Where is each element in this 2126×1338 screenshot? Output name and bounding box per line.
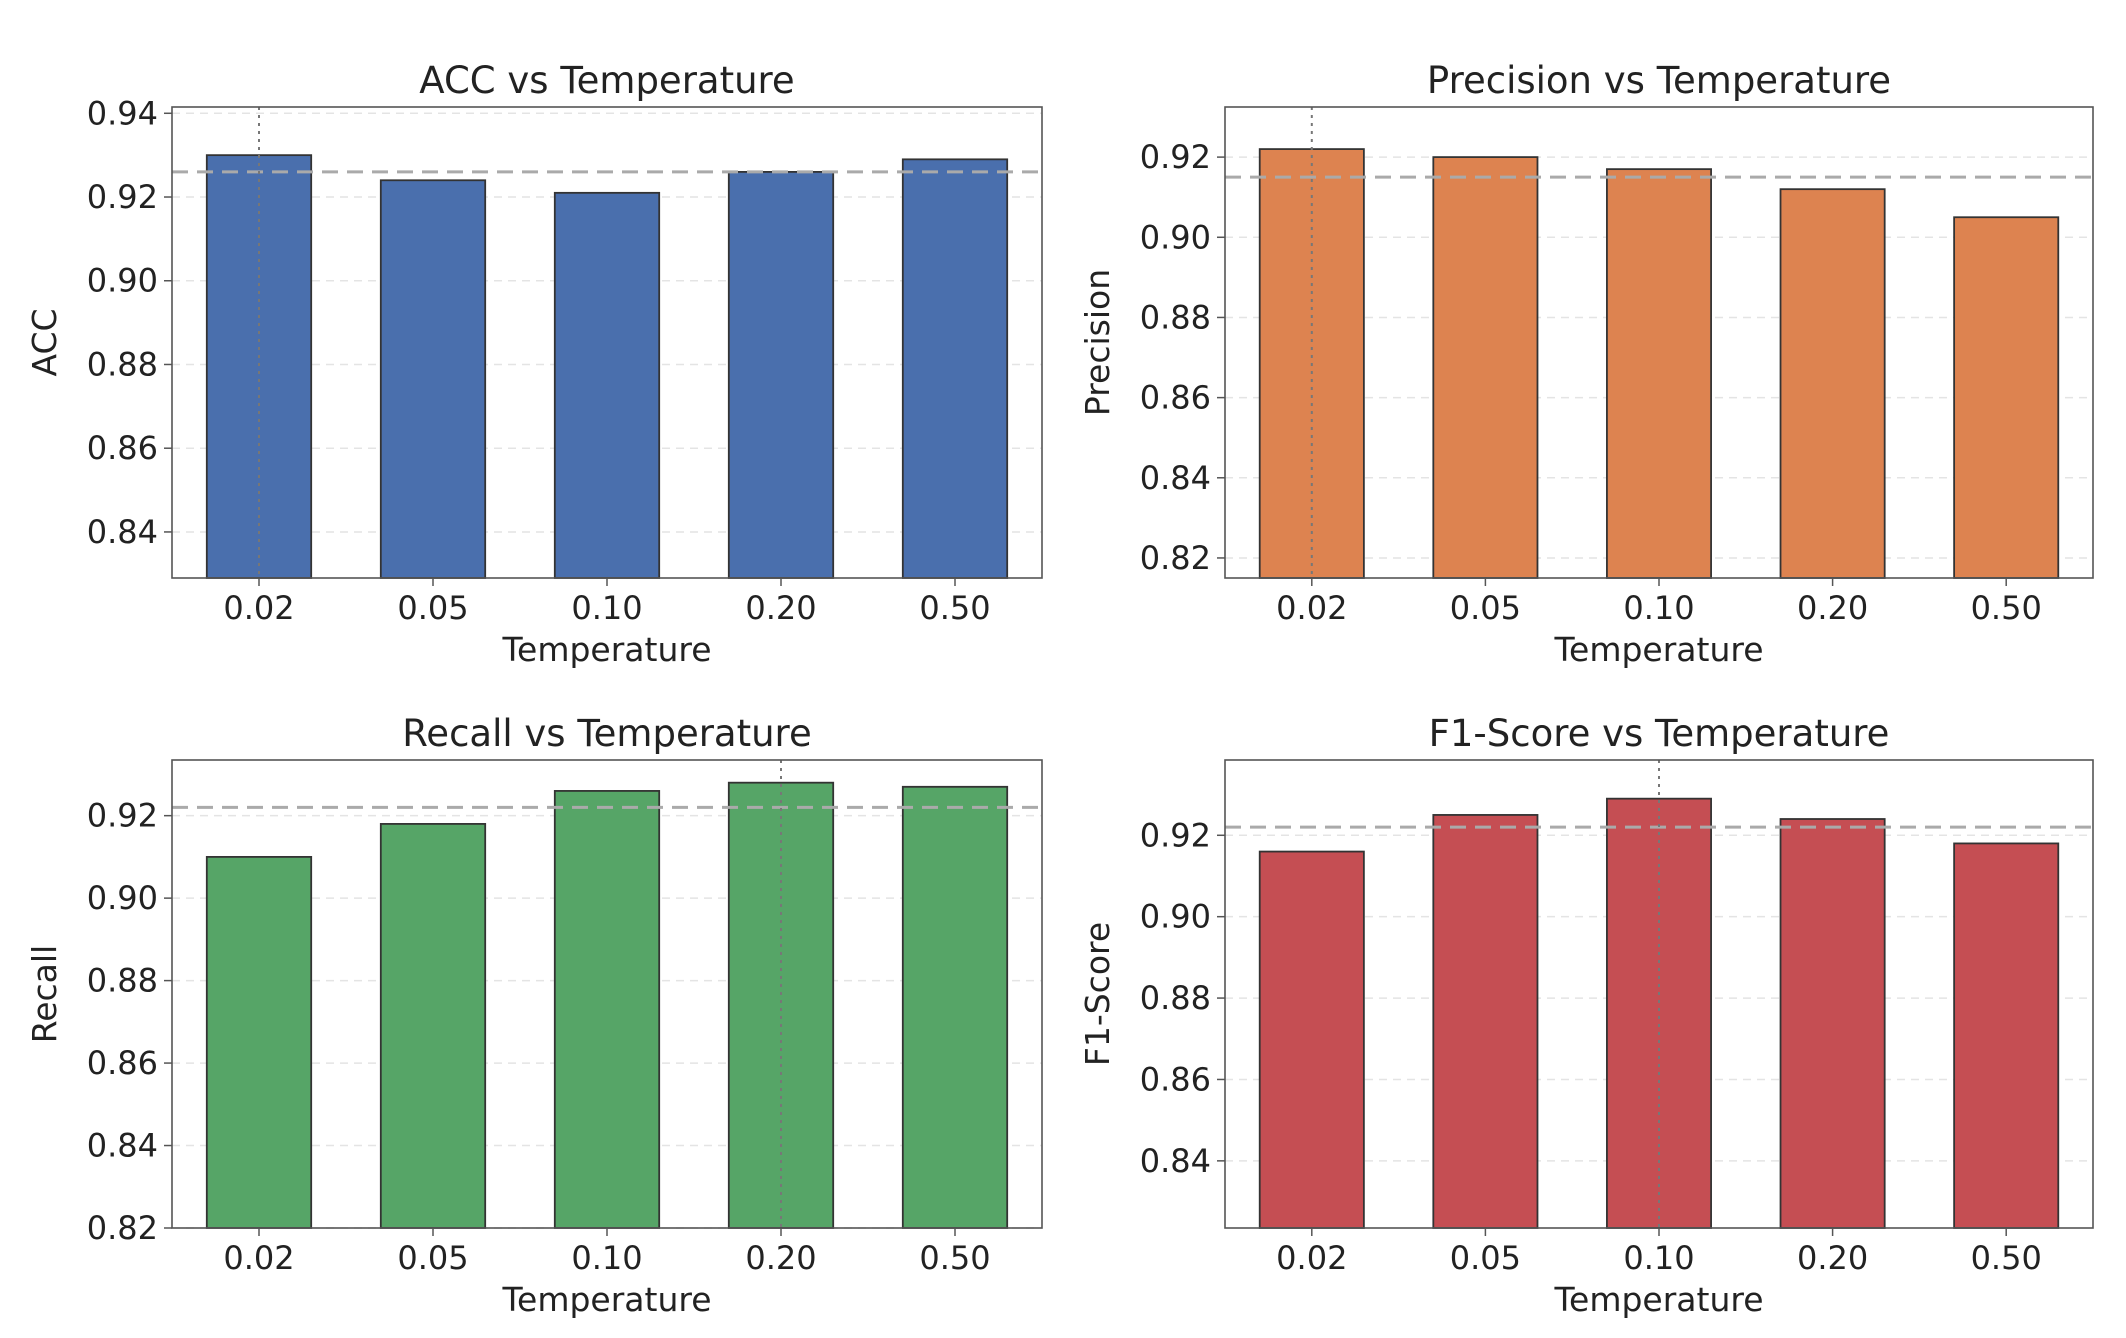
x-tick-label: 0.05 (397, 589, 468, 627)
y-tick-label: 0.82 (1140, 539, 1211, 577)
x-tick-label: 0.10 (571, 589, 642, 627)
bar-0.05 (1432, 814, 1539, 1229)
y-tick-label: 0.88 (87, 345, 158, 383)
bar-0.50 (901, 158, 1009, 579)
y-tick-label: 0.92 (87, 797, 158, 835)
x-axis-label: Temperature (1553, 1280, 1763, 1319)
x-axis-label: Temperature (1553, 630, 1763, 669)
x-tick-label: 0.20 (745, 589, 816, 627)
x-tick-label: 0.02 (223, 589, 294, 627)
x-tick-label: 0.50 (919, 589, 990, 627)
x-tick-label: 0.20 (745, 1239, 816, 1277)
bar-0.02 (1258, 850, 1365, 1229)
x-tick-label: 0.02 (1276, 1239, 1347, 1277)
chart-title: ACC vs Temperature (419, 59, 794, 102)
chart-title: Recall vs Temperature (402, 712, 811, 755)
y-tick-label: 0.92 (1140, 816, 1211, 854)
bar-0.20 (727, 170, 835, 579)
y-tick-label: 0.84 (87, 1127, 158, 1165)
x-tick-label: 0.20 (1797, 589, 1868, 627)
x-tick-label: 0.50 (1971, 589, 2042, 627)
bar-0.10 (1606, 168, 1712, 579)
bar-0.02 (205, 855, 313, 1229)
y-tick-label: 0.86 (1140, 1060, 1211, 1098)
y-tick-label: 0.90 (87, 262, 158, 300)
x-tick-label: 0.05 (397, 1239, 468, 1277)
y-tick-label: 0.86 (87, 1044, 158, 1082)
y-axis-label: F1-Score (1078, 922, 1117, 1066)
x-tick-label: 0.05 (1450, 1239, 1521, 1277)
y-axis-label: Recall (25, 945, 64, 1043)
x-tick-label: 0.50 (1971, 1239, 2042, 1277)
x-tick-label: 0.10 (571, 1239, 642, 1277)
y-tick-label: 0.86 (87, 429, 158, 467)
bar-0.20 (1779, 818, 1886, 1229)
bar-0.02 (205, 154, 313, 579)
y-tick-label: 0.82 (87, 1209, 158, 1247)
x-tick-label: 0.02 (223, 1239, 294, 1277)
chart-title: F1-Score vs Temperature (1429, 712, 1890, 755)
chart-panel-4: 0.84 0.86 0.88 0.90 0.92 0.02 0.05 0.10 0.20 0.50… (1078, 712, 2094, 1319)
chart-panel-1: 0.84 0.86 0.88 0.90 0.92 0.94 0.02 0.05 0.10 0.20… (25, 59, 1043, 669)
bar-0.50 (1953, 842, 2060, 1229)
bar-0.05 (379, 823, 487, 1229)
x-axis-label: Temperature (501, 1280, 711, 1319)
chart-panel-3: 0.82 0.84 0.86 0.88 0.90 0.92 0.02 0.05 0.10 0.20… (25, 712, 1043, 1319)
chart-title: Precision vs Temperature (1427, 59, 1891, 102)
bar-0.50 (1953, 216, 2060, 579)
x-tick-label: 0.10 (1623, 1239, 1694, 1277)
x-tick-label: 0.20 (1797, 1239, 1868, 1277)
y-tick-label: 0.90 (1140, 218, 1211, 256)
chart-panel-2: 0.82 0.84 0.86 0.88 0.90 0.92 0.02 0.05 0.10 0.20… (1078, 59, 2094, 669)
bar-0.10 (553, 790, 661, 1229)
y-tick-label: 0.86 (1140, 379, 1211, 417)
y-tick-label: 0.84 (1140, 459, 1211, 497)
x-tick-label: 0.10 (1623, 589, 1694, 627)
y-axis-label: Precision (1078, 269, 1117, 416)
y-tick-label: 0.90 (87, 879, 158, 917)
y-tick-label: 0.92 (1140, 138, 1211, 176)
y-tick-label: 0.94 (87, 94, 158, 132)
bar-0.50 (901, 785, 1009, 1229)
y-tick-label: 0.88 (87, 962, 158, 1000)
bar-0.05 (379, 179, 487, 579)
y-tick-label: 0.92 (87, 178, 158, 216)
y-tick-label: 0.84 (1140, 1142, 1211, 1180)
y-tick-label: 0.84 (87, 513, 158, 551)
x-tick-label: 0.02 (1276, 589, 1347, 627)
x-tick-label: 0.50 (919, 1239, 990, 1277)
bar-0.10 (1606, 797, 1712, 1229)
y-tick-label: 0.90 (1140, 898, 1211, 936)
bar-0.05 (1432, 156, 1539, 579)
y-tick-label: 0.88 (1140, 979, 1211, 1017)
x-axis-label: Temperature (501, 630, 711, 669)
x-tick-label: 0.05 (1450, 589, 1521, 627)
bar-0.20 (1779, 188, 1886, 579)
bar-0.10 (553, 191, 661, 579)
y-axis-label: ACC (25, 308, 64, 376)
y-tick-label: 0.88 (1140, 298, 1211, 336)
